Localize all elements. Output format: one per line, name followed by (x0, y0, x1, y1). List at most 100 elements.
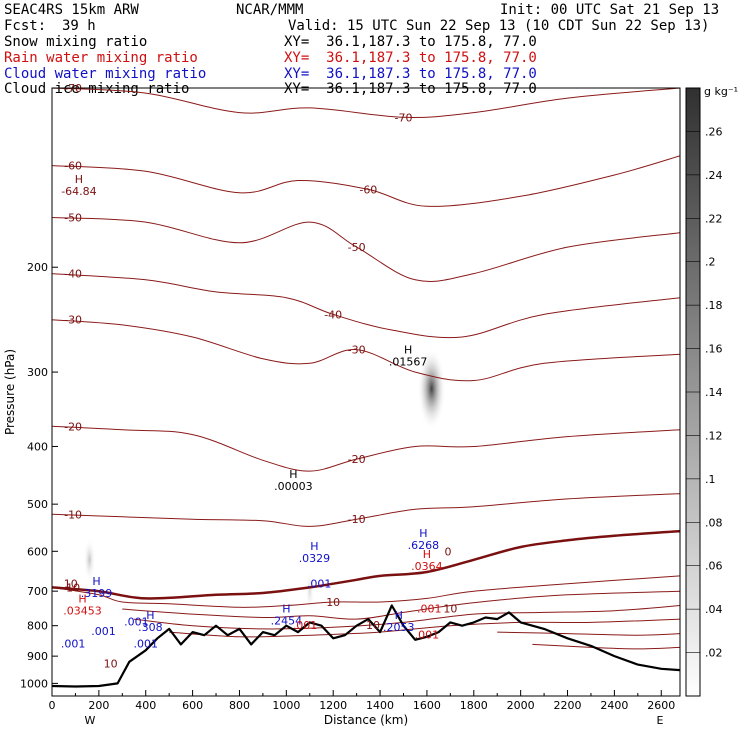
colorbar-tick-label: .2 (705, 256, 716, 269)
isotherm-line (52, 575, 680, 608)
isotherm-label: -60 (64, 160, 82, 173)
shaded-cell-snow (83, 537, 96, 582)
model-title: SEAC4RS 15km ARW (4, 2, 139, 18)
isotherm-label: 10 (66, 581, 80, 594)
colorbar-tick-label: .24 (705, 169, 723, 182)
terrain-layer (52, 604, 680, 688)
colorbar-tick-label: .1 (705, 473, 716, 486)
contour-value-label: .001 (91, 625, 116, 638)
contour-value-label: 10 (366, 619, 380, 632)
isotherm-label: -70 (395, 111, 413, 124)
y-tick-label: 1000 (20, 677, 48, 690)
isotherm-label: 10 (326, 596, 340, 609)
x-tick-label: 0 (49, 699, 56, 712)
contour-value-label: .001 (293, 619, 318, 632)
isotherm-label: -30 (64, 314, 82, 327)
x-tick-label: 1800 (460, 699, 488, 712)
x-end-label-east: E (657, 714, 664, 727)
colorbar-tick-label: .02 (705, 647, 723, 660)
colorbar-tick-label: .14 (705, 386, 723, 399)
isotherm-label: -10 (64, 508, 82, 521)
contour-value-label: 10 (443, 602, 457, 615)
isotherm-label: -10 (348, 513, 366, 526)
freezing-level-line (52, 529, 680, 600)
isotherm-line (169, 618, 680, 638)
extremum-marker: H (146, 609, 154, 622)
contour-value-label: .001 (415, 628, 440, 641)
x-tick-label: 1400 (366, 699, 394, 712)
isotherm-line (497, 631, 680, 636)
y-tick-label: 500 (27, 498, 48, 511)
x-tick-label: 1200 (319, 699, 347, 712)
field-xy-snow: XY= 36.1,187.3 to 175.8, 77.0 (284, 34, 537, 50)
colorbar-tick-label: .04 (705, 603, 723, 616)
x-tick-label: 2200 (554, 699, 582, 712)
extremum-value: -64.84 (61, 185, 96, 198)
extremum-value: .01567 (389, 355, 428, 368)
isotherm-label: -50 (348, 241, 366, 254)
contour-value-label: .001 (61, 637, 86, 650)
y-tick-label: 600 (27, 545, 48, 558)
contour-value-label: 0 (445, 546, 452, 559)
colorbar-tick-label: .16 (705, 343, 723, 356)
extremum-marker: H (310, 540, 318, 553)
field-xy-cloud-water: XY= 36.1,187.3 to 175.8, 77.0 (284, 66, 537, 82)
x-tick-label: 200 (88, 699, 109, 712)
isotherm-label: -30 (348, 344, 366, 357)
shaded-cell-snow (305, 569, 314, 613)
x-tick-label: 2000 (507, 699, 535, 712)
extremum-value: .308 (138, 621, 163, 634)
extremum-value: .03453 (63, 604, 102, 617)
y-tick-label: 400 (27, 440, 48, 453)
field-name-cloud-water: Cloud water mixing ratio (4, 66, 207, 82)
x-tick-label: 800 (229, 699, 250, 712)
y-tick-label: 700 (27, 585, 48, 598)
extremum-marker: H (404, 343, 412, 356)
extremum-value: .0364 (411, 560, 443, 573)
x-tick-label: 400 (135, 699, 156, 712)
isotherm-line (52, 319, 680, 382)
colorbar: g kg⁻¹ .02 .04 .06 .08 .1 .12 .14 .16 .18 .2 .22 .2… (685, 85, 738, 697)
contour-value-label: .001 (133, 637, 158, 650)
extremum-marker: H (75, 173, 83, 186)
contour-value-label: .001 (124, 616, 149, 629)
extremum-value: .6268 (408, 539, 440, 552)
extremum-marker: H (78, 592, 86, 605)
contour-label-layer: -70-70-60-60-50-50-40-40-30-30-20-20-10-… (61, 82, 458, 670)
extremum-marker: H (419, 527, 427, 540)
extremum-value: .2454 (271, 614, 303, 627)
y-tick-label: 800 (27, 620, 48, 633)
contour-value-label: 10 (104, 657, 118, 670)
colorbar-tick-label: .18 (705, 299, 723, 312)
y-axis-title: Pressure (hPa) (3, 349, 17, 435)
colorbar-tick-label: .08 (705, 516, 723, 529)
forecast-label: Fcst: (4, 18, 47, 34)
terrain-line (52, 604, 680, 688)
shaded-hydrometeor-layer (83, 347, 446, 613)
isotherm-line (52, 155, 680, 207)
isotherm-label: -60 (359, 183, 377, 196)
extremum-value: .2053 (383, 621, 415, 634)
isotherm-line (52, 217, 680, 283)
colorbar-tick-label: .26 (705, 125, 723, 138)
x-tick-label: 1000 (272, 699, 300, 712)
valid-time: Valid: 15 UTC Sun 22 Sep 13 (10 CDT Sun … (288, 18, 710, 34)
extremum-value: .3199 (81, 587, 113, 600)
field-xy-rain: XY= 36.1,187.3 to 175.8, 77.0 (284, 50, 537, 66)
x-tick-label: 2600 (647, 699, 675, 712)
forecast-hour: 39 h (62, 18, 96, 34)
x-tick-label: 1600 (413, 699, 441, 712)
isotherm-label: -40 (64, 268, 82, 281)
y-tick-label: 200 (27, 261, 48, 274)
init-time: Init: 00 UTC Sat 21 Sep 13 (500, 2, 720, 18)
isotherm-label: -20 (348, 453, 366, 466)
plot-frame (51, 87, 681, 697)
extremum-marker: H (395, 609, 403, 622)
source-label: NCAR/MMM (236, 2, 304, 18)
colorbar-tick-label: .22 (705, 212, 723, 225)
field-name-rain: Rain water mixing ratio (4, 50, 198, 66)
isotherm-line (52, 425, 680, 472)
extremum-marker: H (92, 575, 100, 588)
isotherm-line (52, 88, 680, 118)
